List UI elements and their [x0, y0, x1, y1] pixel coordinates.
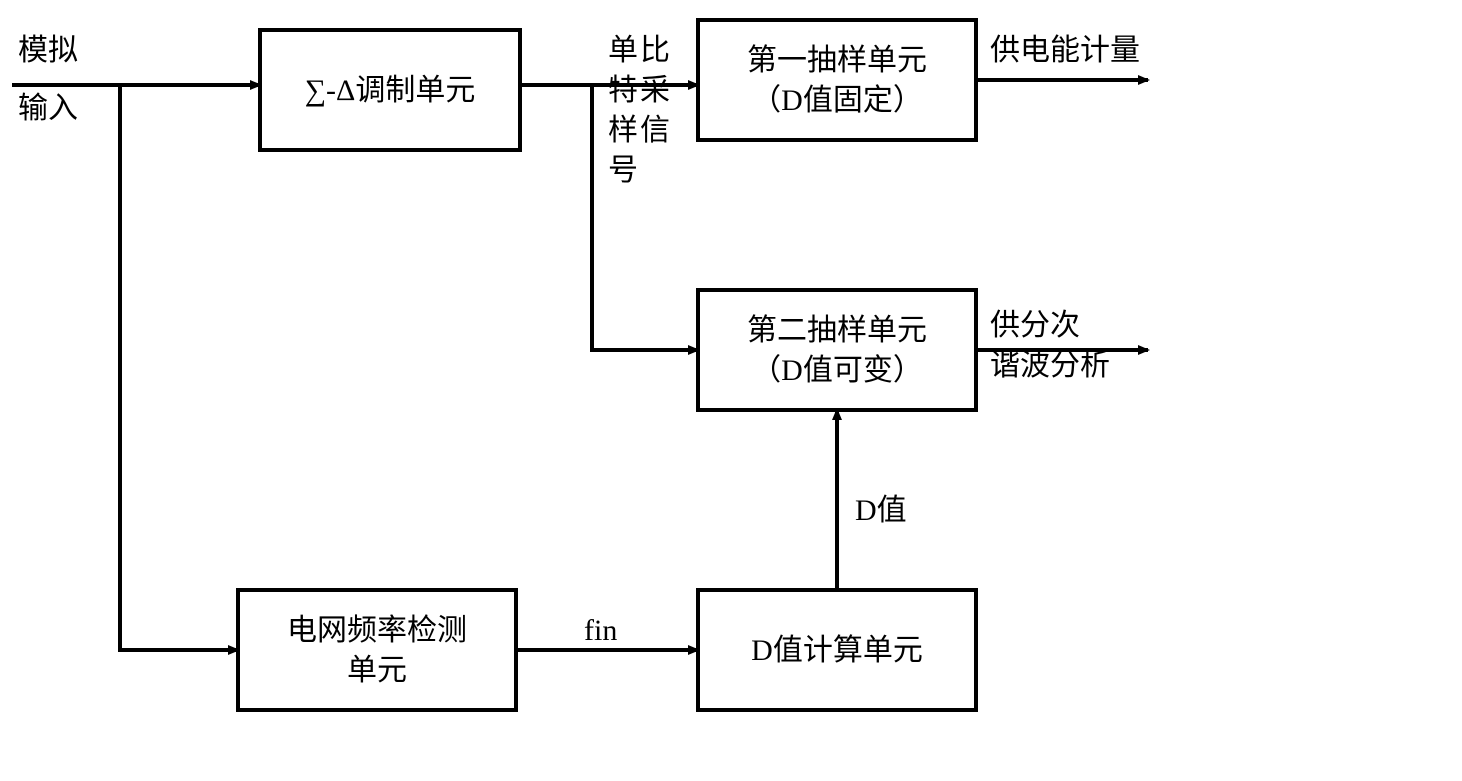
label-sigma-delta: ∑-Δ调制单元 — [305, 74, 476, 107]
box-first-sampler — [698, 20, 976, 140]
label-freq-det-l2: 单元 — [347, 654, 407, 687]
label-second-sampler-l1: 第二抽样单元 — [747, 314, 927, 347]
label-single-bit-4: 采 — [640, 74, 670, 107]
edge-in-to-freq — [120, 85, 238, 650]
label-d-calc: D值计算单元 — [751, 634, 923, 667]
label-input-l1: 模拟 — [18, 34, 78, 67]
label-freq-det-l1: 电网频率检测 — [287, 614, 467, 647]
label-out2-l2: 谐波分析 — [990, 349, 1110, 382]
label-single-bit-5: 样 — [608, 114, 638, 147]
label-single-bit-3: 特 — [608, 74, 638, 107]
block-diagram: 模拟 输入 ∑-Δ调制单元 单 比 特 采 样 信 号 第一抽样单元 （D值固定… — [0, 0, 1462, 781]
label-d-value: D值 — [855, 494, 907, 527]
label-out2-l1: 供分次 — [990, 309, 1080, 342]
label-fin: fin — [584, 614, 617, 647]
label-single-bit-1: 单 — [608, 34, 638, 67]
label-first-sampler-l1: 第一抽样单元 — [747, 44, 927, 77]
box-second-sampler — [698, 290, 976, 410]
label-single-bit-7: 号 — [608, 154, 638, 187]
label-out1: 供电能计量 — [990, 34, 1140, 67]
label-first-sampler-l2: （D值固定） — [751, 84, 923, 117]
label-single-bit-6: 信 — [640, 114, 670, 147]
box-freq-det — [238, 590, 516, 710]
label-input-l2: 输入 — [18, 92, 78, 125]
label-single-bit-2: 比 — [640, 34, 670, 67]
label-second-sampler-l2: （D值可变） — [751, 354, 923, 387]
